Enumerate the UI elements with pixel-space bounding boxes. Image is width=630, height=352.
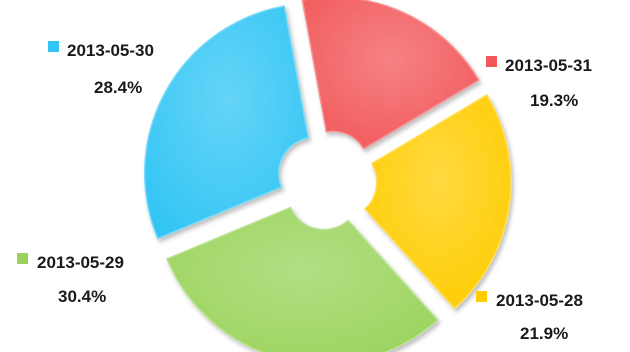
legend-swatch-2013-05-30 [48, 41, 59, 52]
slice-percent-2013-05-29: 30.4% [58, 287, 106, 306]
pie-slice-2013-05-28 [363, 93, 512, 310]
label-2013-05-29: 2013-05-29 30.4% [17, 253, 124, 306]
label-2013-05-31: 2013-05-31 19.3% [486, 56, 592, 110]
pie-slice-2013-05-30 [143, 5, 310, 240]
legend-swatch-2013-05-29 [17, 253, 28, 264]
slice-label-2013-05-30: 2013-05-30 [67, 41, 154, 60]
label-2013-05-30: 2013-05-30 28.4% [48, 41, 154, 97]
pie-slice-2013-05-29 [165, 206, 439, 352]
slice-label-2013-05-31: 2013-05-31 [505, 56, 592, 75]
slice-percent-2013-05-28: 21.9% [520, 324, 568, 343]
legend-swatch-2013-05-28 [476, 291, 487, 302]
pie-slice-2013-05-31 [301, 0, 480, 150]
slice-label-2013-05-28: 2013-05-28 [496, 291, 583, 310]
slice-label-2013-05-29: 2013-05-29 [37, 253, 124, 272]
pie-slices [143, 0, 512, 352]
slice-percent-2013-05-30: 28.4% [94, 78, 142, 97]
slice-percent-2013-05-31: 19.3% [530, 91, 578, 110]
legend-swatch-2013-05-31 [486, 56, 497, 67]
label-2013-05-28: 2013-05-28 21.9% [476, 291, 583, 343]
